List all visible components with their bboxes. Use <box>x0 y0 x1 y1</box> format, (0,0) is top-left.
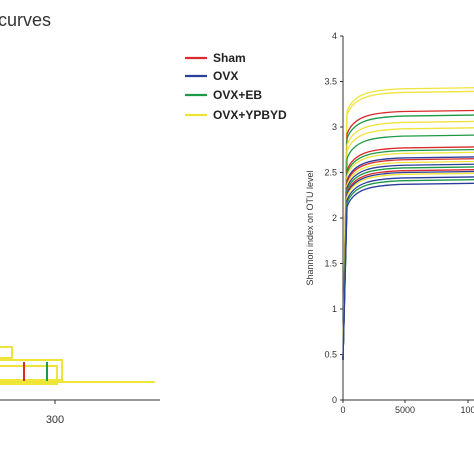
rarefaction-curve <box>342 90 474 361</box>
left-x-tick-label: 300 <box>46 414 64 426</box>
y-tick-label: 2 <box>332 213 337 223</box>
legend-item-ovx-eb: OVX+EB <box>185 88 262 102</box>
x-tick-label: 100 <box>460 405 474 415</box>
left-curve <box>0 365 58 385</box>
legend-item-ovx: OVX <box>185 69 238 83</box>
rarefaction-curve <box>342 172 474 361</box>
rarefaction-curve <box>342 151 474 361</box>
left-panel: curves 300 <box>0 10 160 426</box>
x-tick-label: 0 <box>340 405 345 415</box>
left-curve <box>0 346 13 359</box>
rarefaction-curve <box>342 109 474 361</box>
rarefaction-curve <box>342 179 474 361</box>
legend-label-ovx: OVX <box>213 69 238 83</box>
rarefaction-curve <box>342 170 474 361</box>
rarefaction-curve <box>342 149 474 361</box>
rarefaction-curve <box>342 158 474 361</box>
rarefaction-curve <box>342 127 474 361</box>
y-tick-label: 2.5 <box>324 168 337 178</box>
x-axis: 0 5000 100 <box>340 399 474 415</box>
rarefaction-curve <box>342 176 474 361</box>
y-tick-label: 3.5 <box>324 77 337 87</box>
rarefaction-curve <box>342 169 474 361</box>
rarefaction-curve <box>342 134 474 361</box>
y-tick-label: 0.5 <box>324 350 337 360</box>
right-panel: Shannon index on OTU level 0 0.5 1 1.5 2 2.5 3… <box>305 31 474 415</box>
y-tick-label: 0 <box>332 395 337 405</box>
rarefaction-curve <box>342 146 474 361</box>
left-panel-title: curves <box>0 10 51 30</box>
y-axis: 0 0.5 1 1.5 2 2.5 3 3.5 4 <box>324 31 344 405</box>
rarefaction-curve <box>342 160 474 361</box>
legend-item-ovx-ypbyd: OVX+YPBYD <box>185 108 287 122</box>
curves <box>342 87 474 361</box>
y-tick-label: 1.5 <box>324 259 337 269</box>
rarefaction-curve <box>342 163 474 361</box>
legend-label-sham: Sham <box>213 51 246 65</box>
legend-item-sham: Sham <box>185 51 246 65</box>
x-tick-label: 5000 <box>395 405 415 415</box>
y-axis-label: Shannon index on OTU level <box>305 170 315 285</box>
left-curve <box>0 359 63 381</box>
rarefaction-curve <box>342 182 474 361</box>
rarefaction-curve <box>342 87 474 361</box>
y-tick-label: 3 <box>332 122 337 132</box>
legend-label-ovx-eb: OVX+EB <box>213 88 262 102</box>
rarefaction-curve <box>342 166 474 361</box>
y-tick-label: 4 <box>332 31 337 41</box>
legend: Sham OVX OVX+EB OVX+YPBYD <box>185 51 287 122</box>
legend-label-ovx-ypbyd: OVX+YPBYD <box>213 108 287 122</box>
rarefaction-curve <box>342 114 474 361</box>
rarefaction-curve <box>342 120 474 361</box>
left-panel-curves <box>0 346 155 385</box>
y-tick-label: 1 <box>332 304 337 314</box>
